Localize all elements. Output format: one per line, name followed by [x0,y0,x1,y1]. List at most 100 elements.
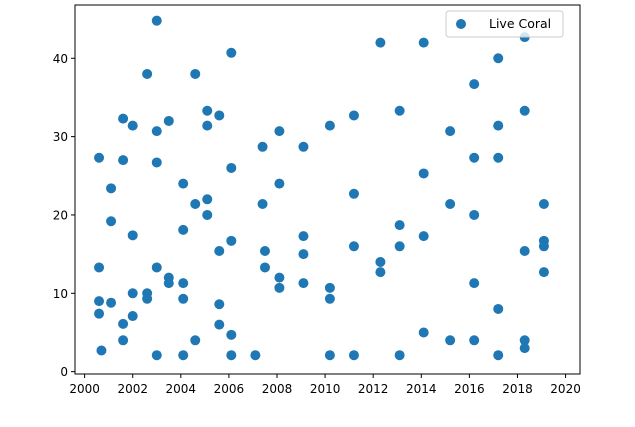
data-point [127,230,138,241]
data-point [259,246,270,256]
data-point [163,278,174,289]
data-point [324,120,335,131]
legend-label: Live Coral [489,16,551,31]
data-point [274,178,285,189]
x-tick-label: 2008 [262,382,293,396]
data-point [493,120,504,131]
y-tick-label: 20 [53,208,68,222]
data-point [298,141,309,152]
data-point [202,120,213,131]
data-point [178,178,189,189]
data-point [178,278,189,289]
data-point [493,350,504,361]
data-point [469,152,480,163]
data-point [214,110,225,121]
data-point [214,319,225,330]
y-tick-label: 10 [53,287,68,301]
x-tick-label: 2018 [502,382,533,396]
data-point [151,157,162,168]
data-point [178,293,189,304]
data-point [163,115,174,126]
data-point [538,198,549,209]
data-point [324,293,335,304]
data-point [94,308,105,319]
data-point [298,231,309,242]
data-point [493,53,504,64]
data-point [106,297,117,308]
data-point [118,318,129,329]
y-axis: 0 10 20 30 40 [53,52,75,379]
data-point [274,282,285,293]
x-tick-label: 2002 [117,382,148,396]
data-point [394,241,405,252]
data-point [178,350,189,361]
data-point [375,267,386,278]
data-points [94,15,549,361]
data-point [142,293,153,304]
data-point [469,335,480,346]
data-point [94,152,105,163]
data-point [202,209,213,220]
data-point [202,105,213,116]
data-point [151,126,162,137]
data-point [106,183,117,194]
data-point [348,241,359,252]
data-point [324,350,335,361]
data-point [118,155,129,166]
data-point [493,152,504,163]
data-point [257,141,268,152]
data-point [538,241,549,252]
x-axis: 2000 2002 2004 2006 2008 2010 2012 2014 2016 2018… [69,374,581,396]
data-point [538,267,549,278]
data-point [106,216,117,227]
data-point [519,343,530,354]
data-point [274,272,285,283]
data-point [519,105,530,116]
plot-area [75,5,580,374]
data-point [214,299,225,310]
x-tick-label: 2004 [166,382,197,396]
data-point [445,335,456,346]
data-point [298,278,309,289]
data-point [226,350,237,361]
data-point [469,79,480,90]
data-point [375,37,386,48]
data-point [127,288,138,299]
data-point [118,335,129,346]
data-point [151,350,162,361]
data-point [348,188,359,199]
data-point [178,224,189,235]
data-point [190,335,201,346]
data-point [151,262,162,273]
legend-box [445,10,564,38]
x-tick-label: 2014 [406,382,437,396]
data-point [418,327,429,338]
y-tick-label: 30 [53,130,68,144]
data-point [394,105,405,116]
data-point [94,296,105,307]
data-point [418,37,429,48]
x-tick-label: 2020 [550,382,581,396]
data-point [274,126,285,137]
data-point [142,68,153,79]
x-tick-label: 2012 [358,382,389,396]
plot-frame [74,4,581,375]
data-point [226,47,237,58]
data-point [226,162,237,173]
data-point [226,329,237,340]
data-point [257,198,268,209]
data-point [394,350,405,361]
data-point [519,246,530,256]
data-point [519,335,530,346]
x-tick-label: 2016 [454,382,485,396]
data-point [348,350,359,361]
data-point [418,168,429,179]
data-point [190,198,201,209]
data-point [259,262,270,273]
data-point [151,15,162,26]
data-point [250,350,261,361]
x-tick-label: 2000 [69,382,100,396]
data-point [445,198,456,209]
legend-marker [456,19,466,29]
